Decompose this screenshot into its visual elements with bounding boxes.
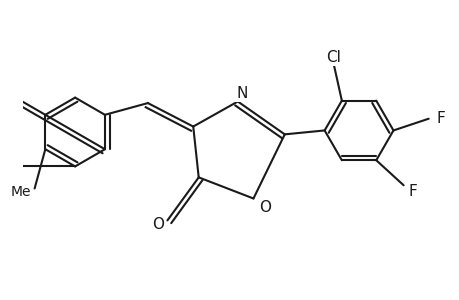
Text: F: F [408, 184, 416, 199]
Text: F: F [435, 111, 444, 126]
Text: O: O [258, 200, 271, 215]
Text: Me: Me [10, 185, 31, 200]
Text: Cl: Cl [326, 50, 341, 65]
Text: O: O [152, 217, 164, 232]
Text: N: N [235, 86, 247, 101]
